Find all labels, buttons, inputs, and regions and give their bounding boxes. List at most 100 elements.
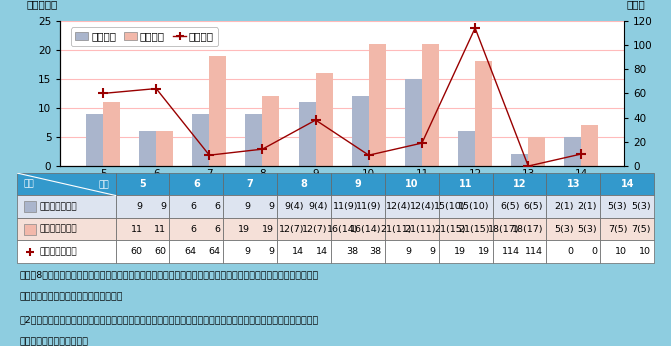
Bar	[103, 102, 120, 166]
Text: 9: 9	[160, 202, 166, 211]
Text: 13: 13	[567, 179, 580, 189]
Text: 8: 8	[301, 179, 307, 189]
Text: 年次: 年次	[99, 180, 109, 189]
FancyBboxPatch shape	[223, 240, 277, 263]
Text: 64: 64	[185, 247, 197, 256]
Text: 10: 10	[615, 247, 627, 256]
FancyBboxPatch shape	[17, 195, 115, 218]
FancyBboxPatch shape	[170, 240, 223, 263]
Text: 7(5): 7(5)	[631, 225, 651, 234]
Text: 5(3): 5(3)	[578, 225, 597, 234]
Text: 15(10): 15(10)	[458, 202, 489, 211]
Text: 12(4): 12(4)	[386, 202, 412, 211]
FancyBboxPatch shape	[385, 195, 439, 218]
Text: 6: 6	[191, 225, 197, 234]
Text: 19: 19	[262, 225, 274, 234]
FancyBboxPatch shape	[493, 195, 546, 218]
押収丁数	[418, 141, 426, 145]
Text: 15(10): 15(10)	[434, 202, 466, 211]
Text: 0: 0	[568, 247, 574, 256]
FancyBboxPatch shape	[223, 218, 277, 240]
Text: 6: 6	[193, 179, 200, 189]
FancyBboxPatch shape	[331, 218, 385, 240]
押収丁数	[577, 152, 585, 156]
FancyBboxPatch shape	[170, 218, 223, 240]
Bar	[511, 154, 528, 166]
Text: 5(3): 5(3)	[554, 225, 574, 234]
Text: 12(7): 12(7)	[278, 225, 304, 234]
FancyBboxPatch shape	[385, 173, 439, 195]
Bar	[369, 44, 386, 166]
押収丁数	[471, 26, 479, 30]
Text: （丁）: （丁）	[627, 0, 646, 9]
Text: 11: 11	[154, 225, 166, 234]
Text: 14: 14	[621, 179, 634, 189]
Bar	[299, 102, 315, 166]
Bar	[564, 137, 581, 166]
Text: 実包のみの密輸入事件を含む。: 実包のみの密輸入事件を含む。	[20, 293, 123, 302]
押収丁数	[152, 86, 160, 91]
Bar	[315, 73, 333, 166]
Bar	[458, 131, 475, 166]
押収丁数	[365, 153, 373, 157]
Text: 9: 9	[268, 202, 274, 211]
Text: 18(17): 18(17)	[488, 225, 519, 234]
Bar	[422, 44, 439, 166]
Text: 14: 14	[292, 247, 304, 256]
Text: 11: 11	[131, 225, 142, 234]
FancyBboxPatch shape	[223, 173, 277, 195]
Text: 員を内数で示す。: 員を内数で示す。	[20, 337, 89, 346]
FancyBboxPatch shape	[601, 240, 654, 263]
FancyBboxPatch shape	[546, 240, 601, 263]
FancyBboxPatch shape	[493, 218, 546, 240]
FancyBboxPatch shape	[17, 218, 115, 240]
FancyBboxPatch shape	[17, 240, 115, 263]
FancyBboxPatch shape	[17, 173, 115, 195]
Text: 2(1): 2(1)	[554, 202, 574, 211]
Text: 12(7): 12(7)	[303, 225, 328, 234]
Text: 10: 10	[405, 179, 419, 189]
Text: 区分: 区分	[23, 179, 34, 188]
Text: 9: 9	[429, 247, 435, 256]
押収丁数	[99, 91, 107, 95]
Text: 38: 38	[370, 247, 382, 256]
FancyBboxPatch shape	[439, 195, 493, 218]
FancyBboxPatch shape	[331, 195, 385, 218]
FancyBboxPatch shape	[601, 218, 654, 240]
FancyBboxPatch shape	[546, 173, 601, 195]
Text: 12(4): 12(4)	[410, 202, 435, 211]
FancyBboxPatch shape	[439, 218, 493, 240]
Text: 6: 6	[214, 202, 220, 211]
Text: 19: 19	[454, 247, 466, 256]
Text: 検挙件数（件）: 検挙件数（件）	[40, 202, 77, 211]
Line: 押収丁数: 押収丁数	[98, 23, 586, 171]
Text: 14: 14	[316, 247, 328, 256]
Text: 7: 7	[247, 179, 254, 189]
Text: 2(1): 2(1)	[578, 202, 597, 211]
Text: 19: 19	[478, 247, 489, 256]
Bar	[405, 79, 422, 166]
Bar	[581, 125, 599, 166]
Text: 21(11): 21(11)	[380, 225, 412, 234]
FancyBboxPatch shape	[601, 173, 654, 195]
Text: 5: 5	[139, 179, 146, 189]
Bar	[156, 131, 173, 166]
Bar	[246, 114, 262, 166]
Text: 9(4): 9(4)	[309, 202, 328, 211]
Text: 6: 6	[191, 202, 197, 211]
Bar	[86, 114, 103, 166]
Bar	[139, 131, 156, 166]
FancyBboxPatch shape	[115, 240, 170, 263]
Text: 注１：8年以降の「検挙件数」及び「検挙人員」には，けん銃密輸入事件（予備を含む。）のほか，けん銃部品及び: 注１：8年以降の「検挙件数」及び「検挙人員」には，けん銃密輸入事件（予備を含む。…	[20, 271, 319, 280]
FancyBboxPatch shape	[385, 240, 439, 263]
Text: 0: 0	[591, 247, 597, 256]
FancyBboxPatch shape	[601, 195, 654, 218]
Text: 9(4): 9(4)	[285, 202, 304, 211]
Text: 11(9): 11(9)	[332, 202, 358, 211]
Text: 10: 10	[639, 247, 651, 256]
Legend: 検挙件数, 検挙人員, 押収丁数: 検挙件数, 検挙人員, 押収丁数	[71, 27, 218, 46]
Text: 9: 9	[136, 202, 142, 211]
FancyBboxPatch shape	[331, 173, 385, 195]
Text: 21(15): 21(15)	[458, 225, 489, 234]
Text: 19: 19	[238, 225, 250, 234]
